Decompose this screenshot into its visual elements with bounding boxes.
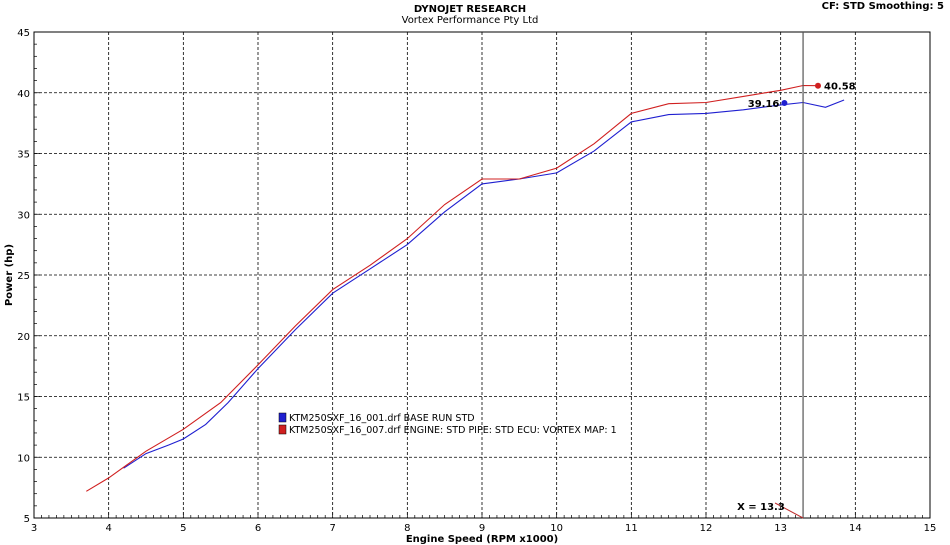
y-tick-label: 10	[17, 453, 30, 464]
x-tick-label: 12	[700, 523, 713, 534]
value-marker-label-2: 40.58	[824, 82, 856, 93]
y-tick-label: 5	[24, 514, 30, 525]
series-line-1	[123, 99, 845, 469]
y-tick-label: 20	[17, 332, 30, 343]
x-tick-label: 10	[550, 523, 563, 534]
x-tick-label: 4	[105, 523, 111, 534]
x-axis-label: Engine Speed (RPM x1000)	[406, 534, 558, 545]
legend-entry-2: KTM250SXF_16_007.drf ENGINE: STD PIPE: S…	[289, 425, 617, 436]
y-tick-label: 15	[17, 393, 30, 404]
settings-label: CF: STD Smoothing: 5	[821, 1, 944, 12]
legend-swatch-2	[278, 424, 287, 435]
y-tick-label: 35	[17, 150, 30, 161]
cursor-pointer-line	[774, 502, 804, 519]
cursor-label: X = 13.3	[737, 502, 785, 513]
x-tick-label: 11	[625, 523, 638, 534]
legend-swatch-1	[278, 412, 287, 423]
y-tick-label: 40	[17, 89, 30, 100]
x-tick-label: 8	[404, 523, 410, 534]
x-tick-label: 15	[924, 523, 937, 534]
x-tick-label: 9	[479, 523, 485, 534]
value-marker-1	[781, 99, 788, 106]
x-tick-label: 14	[849, 523, 862, 534]
chart-title: DYNOJET RESEARCH	[413, 4, 527, 15]
y-axis-label: Power (hp)	[4, 244, 15, 306]
series-line-2	[86, 84, 819, 492]
x-tick-label: 6	[255, 523, 261, 534]
value-marker-2	[815, 82, 821, 89]
x-tick-label: 7	[329, 523, 335, 534]
x-tick-label: 5	[180, 523, 186, 534]
x-tick-label: 3	[31, 523, 37, 534]
value-marker-label-1: 39.16	[748, 99, 780, 110]
y-tick-label: 25	[17, 271, 30, 282]
x-tick-label: 13	[774, 523, 787, 534]
y-tick-label: 30	[17, 210, 30, 221]
chart-subtitle: Vortex Performance Pty Ltd	[401, 15, 539, 26]
legend-entry-1: KTM250SXF_16_001.drf BASE RUN STD	[289, 413, 475, 424]
y-tick-label: 45	[17, 28, 30, 39]
